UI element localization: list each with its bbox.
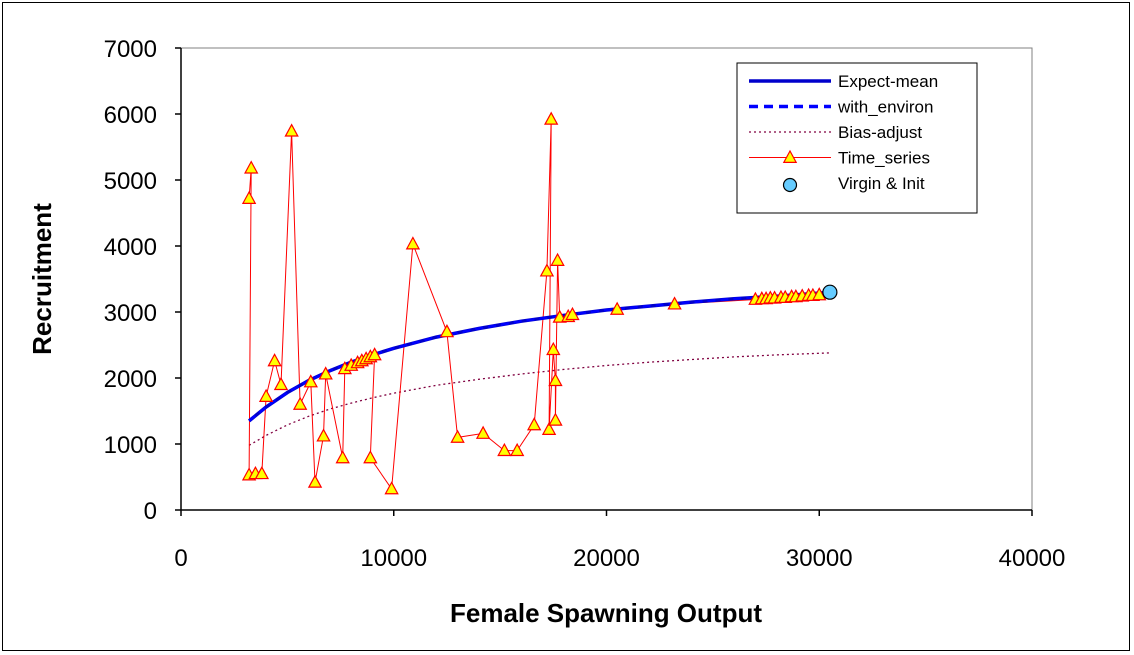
x-tick-label: 30000 [786, 545, 853, 572]
y-axis-title: Recruitment [27, 203, 57, 355]
time-series-point [318, 366, 333, 380]
time-series-point [244, 160, 259, 174]
y-tick-label: 5000 [104, 168, 157, 195]
time-series-point [439, 324, 455, 338]
time-series-point [335, 450, 350, 464]
time-series-point [548, 372, 563, 387]
axes: 0 1000 2000 3000 4000 5000 6000 7000 0 10000 20000… [104, 36, 1066, 572]
y-tick-label: 7000 [104, 36, 157, 63]
legend-label: with_environ [837, 98, 933, 117]
time-series-point [254, 465, 270, 480]
time-series-point [475, 425, 491, 439]
time-series-point [292, 396, 308, 410]
time-series-point [541, 421, 557, 435]
time-series-point [284, 123, 299, 137]
y-tick-label: 2000 [104, 366, 157, 393]
time-series-point [565, 306, 580, 321]
legend-label: Time_series [838, 149, 930, 168]
legend-label: Bias-adjust [838, 123, 922, 142]
legend-box [736, 62, 978, 214]
time-series-point [367, 347, 382, 361]
time-series-point [548, 412, 563, 426]
time-series-point [316, 428, 331, 442]
series-bias-adjust-line [248, 352, 830, 446]
time-series-point [546, 341, 561, 356]
legend: Expect-mean with_environ Bias-adjust Time_s… [736, 62, 978, 214]
time-series-point [544, 111, 559, 125]
time-series-point [526, 417, 542, 431]
x-tick-label: 10000 [360, 545, 427, 572]
series-layer [241, 111, 838, 495]
time-series-point [258, 388, 274, 402]
y-tick-label: 3000 [104, 300, 157, 327]
time-series-point [812, 287, 827, 301]
legend-label: Expect-mean [838, 72, 938, 91]
x-tick-label: 40000 [999, 545, 1066, 572]
time-series-point [363, 450, 378, 464]
x-tick-label: 20000 [573, 545, 640, 572]
time-series-point [273, 376, 289, 391]
time-series-point [667, 296, 682, 310]
legend-swatch-marker [782, 177, 798, 193]
time-series-point [241, 190, 257, 204]
time-series-point [509, 442, 525, 457]
y-tick-label: 1000 [104, 432, 157, 459]
time-series-point [550, 252, 565, 266]
time-series-point [384, 481, 399, 495]
y-tick-label: 4000 [104, 234, 157, 261]
legend-label: Virgin & Init [838, 174, 925, 193]
legend-swatch-marker [782, 149, 798, 163]
time-series-point [539, 263, 555, 277]
time-series-point [450, 429, 465, 443]
y-tick-label: 6000 [104, 102, 157, 129]
time-series-point [405, 236, 421, 250]
time-series-point [267, 353, 282, 367]
time-series-point [609, 301, 625, 315]
y-tick-label: 0 [144, 498, 157, 525]
virgin-init-point [822, 284, 838, 300]
time-series-point [497, 442, 512, 457]
x-tick-label: 0 [174, 545, 187, 572]
x-axis-title: Female Spawning Output [450, 598, 762, 628]
time-series-point [303, 374, 318, 388]
time-series-point [307, 474, 323, 488]
series-with-environ-line [248, 290, 830, 422]
